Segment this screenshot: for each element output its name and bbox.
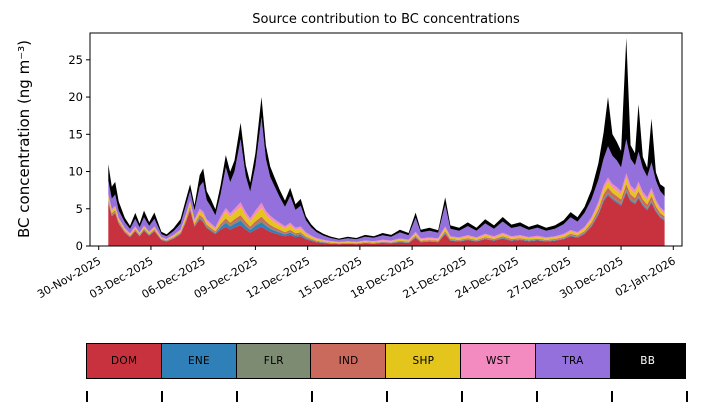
legend-boundary-tick (86, 391, 88, 402)
legend-boundary-tick (461, 391, 463, 402)
y-tick-label: 25 (68, 53, 83, 67)
y-tick-label: 0 (76, 239, 83, 253)
legend-item-TRA: TRA (534, 343, 612, 379)
stacked-areas (108, 37, 665, 246)
legend-item-ENE: ENE (160, 343, 238, 379)
y-tick-label: 5 (76, 202, 83, 216)
area-IND (108, 184, 665, 244)
y-axis-label: BC concentration (ng m⁻³) (15, 40, 33, 238)
legend-boundary-tick (311, 391, 313, 402)
legend-label: SHP (412, 355, 435, 367)
legend-boundary-tick (686, 391, 688, 402)
legend-label: WST (485, 355, 511, 367)
legend-item-BB: BB (609, 343, 686, 379)
y-axis-ticks: 0 5 10 15 20 25 (68, 53, 90, 253)
area-ENE (108, 190, 665, 245)
legend-item-DOM: DOM (86, 343, 163, 379)
legend-label: ENE (187, 355, 210, 367)
legend-boundary-tick (161, 391, 163, 402)
legend-boundary-tick (611, 391, 613, 402)
y-tick-label: 20 (68, 90, 83, 104)
y-tick-label: 15 (68, 127, 83, 141)
area-TRA (108, 117, 665, 242)
legend-item-SHP: SHP (385, 343, 462, 379)
area-DOM (108, 192, 665, 246)
x-axis-ticks: 30-Nov-202503-Dec-202506-Dec-202509-Dec-… (35, 246, 678, 301)
legend-label: TRA (562, 355, 584, 367)
legend-label: BB (640, 355, 656, 367)
legend-label: IND (338, 355, 359, 367)
legend-label: FLR (263, 355, 284, 367)
legend-item-IND: IND (310, 343, 387, 379)
legend-label: DOM (111, 355, 138, 367)
y-tick-label: 10 (68, 165, 83, 179)
axes-spines (89, 32, 683, 247)
area-SHP (108, 177, 665, 244)
legend-boundary-tick (536, 391, 538, 402)
legend-item-WST: WST (459, 343, 537, 379)
area-WST (108, 173, 665, 243)
legend: DOM ENE FLR IND SHP WST TRA BB (86, 343, 686, 379)
legend-item-FLR: FLR (235, 343, 312, 379)
legend-boundary-tick (236, 391, 238, 402)
chart-title: Source contribution to BC concentrations (252, 12, 520, 27)
legend-boundary-tick (386, 391, 388, 402)
